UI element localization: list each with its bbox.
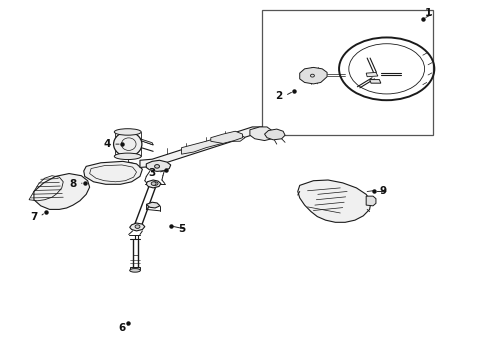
- Polygon shape: [140, 127, 267, 167]
- Ellipse shape: [151, 182, 156, 185]
- Text: 5: 5: [178, 225, 185, 234]
- Text: 2: 2: [275, 91, 283, 101]
- Text: 7: 7: [30, 212, 38, 221]
- Ellipse shape: [152, 182, 158, 185]
- Polygon shape: [130, 223, 145, 231]
- Polygon shape: [366, 196, 376, 206]
- Ellipse shape: [114, 132, 142, 156]
- Polygon shape: [147, 160, 171, 171]
- Polygon shape: [250, 127, 274, 140]
- Text: 6: 6: [118, 323, 125, 333]
- Ellipse shape: [155, 165, 159, 168]
- Text: 3: 3: [148, 168, 156, 178]
- Polygon shape: [211, 131, 243, 143]
- Polygon shape: [130, 267, 141, 269]
- Text: 8: 8: [70, 179, 76, 189]
- Polygon shape: [298, 180, 371, 222]
- Ellipse shape: [130, 269, 141, 272]
- Polygon shape: [181, 134, 245, 154]
- Polygon shape: [147, 180, 161, 188]
- Polygon shape: [34, 174, 90, 210]
- Polygon shape: [369, 80, 381, 83]
- Polygon shape: [147, 202, 160, 208]
- Polygon shape: [300, 67, 327, 84]
- Polygon shape: [265, 129, 285, 140]
- Polygon shape: [140, 139, 153, 145]
- Text: 1: 1: [425, 8, 432, 18]
- Bar: [262, 10, 433, 135]
- Text: 4: 4: [103, 139, 111, 149]
- Ellipse shape: [114, 129, 141, 135]
- Ellipse shape: [135, 225, 140, 228]
- Polygon shape: [366, 72, 378, 77]
- Ellipse shape: [114, 153, 141, 159]
- Polygon shape: [84, 161, 143, 184]
- Text: 9: 9: [379, 186, 386, 197]
